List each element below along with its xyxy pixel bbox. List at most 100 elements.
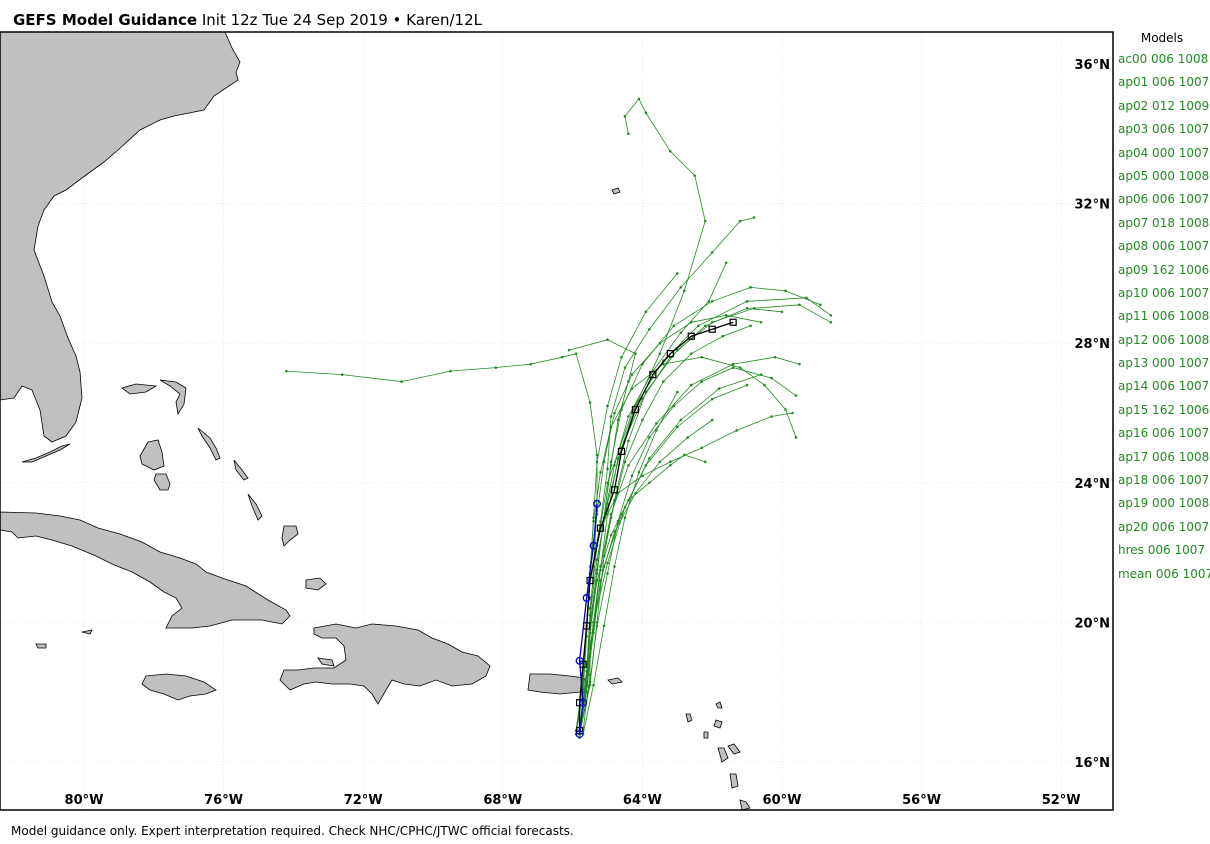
legend-entry: ap16 006 1007 xyxy=(1118,426,1210,441)
bermuda xyxy=(611,187,621,195)
ensemble-track-point xyxy=(449,369,452,373)
legend-entry: ap08 006 1007 xyxy=(1118,239,1210,254)
mean-track-marker xyxy=(666,350,674,358)
hres-track-marker xyxy=(593,499,601,508)
ensemble-track-point xyxy=(560,355,564,359)
ensemble-track-point xyxy=(595,558,599,561)
exuma xyxy=(233,459,249,481)
ensemble-track-point xyxy=(672,404,676,408)
ensemble-track-line xyxy=(579,286,821,731)
ensemble-track-point xyxy=(703,324,707,328)
ensemble-track-point xyxy=(693,174,697,177)
ensemble-track-point xyxy=(658,352,662,355)
ensemble-track-point xyxy=(602,624,606,628)
ensemble-track-point xyxy=(682,289,686,293)
legend-header: Models xyxy=(1140,31,1184,45)
lat-tick-label: 36°N xyxy=(1075,58,1110,73)
latitude-ticks: 36°N 32°N 28°N 24°N 20°N 16°N xyxy=(1075,58,1110,771)
ensemble-track-point xyxy=(613,464,616,467)
ensemble-track-point xyxy=(285,369,288,373)
hispaniola xyxy=(279,623,491,705)
legend-entry: ap09 162 1006 xyxy=(1118,262,1210,277)
mean-track-marker xyxy=(586,576,594,585)
ensemble-track-point xyxy=(689,352,693,355)
ensemble-track-point xyxy=(700,355,704,359)
ensemble-track-point xyxy=(595,568,599,572)
ensemble-track-point xyxy=(627,439,630,443)
disclaimer-footer: Model guidance only. Expert interpretati… xyxy=(11,824,574,838)
cuba xyxy=(0,511,291,629)
ensemble-track-point xyxy=(630,373,634,376)
lat-tick-label: 28°N xyxy=(1075,337,1110,352)
ensemble-track-point xyxy=(752,216,756,219)
ensemble-track-point xyxy=(592,683,595,687)
ensemble-track-point xyxy=(637,97,641,101)
inagua xyxy=(305,577,327,591)
ensemble-track-point xyxy=(648,481,651,485)
ensemble-track-point xyxy=(679,331,683,335)
ensemble-track-point xyxy=(669,460,672,464)
st-vincent xyxy=(739,799,751,810)
hres-track-marker xyxy=(582,594,591,602)
ensemble-track-point xyxy=(616,457,620,460)
ensemble-track-point xyxy=(745,300,749,303)
ensemble-track-point xyxy=(599,519,602,523)
ensemble-track-point xyxy=(623,516,627,519)
ensemble-track-point xyxy=(721,334,724,338)
legend-entry: ap12 006 1008 xyxy=(1118,332,1210,347)
ensemble-track-point xyxy=(745,383,749,387)
caicos xyxy=(281,525,299,547)
title-rest: Init 12z Tue 24 Sep 2019 • Karen/12L xyxy=(197,11,482,29)
ensemble-track-point xyxy=(724,313,728,317)
mean-track-marker xyxy=(631,405,640,414)
legend-entry: ap15 162 1006 xyxy=(1118,402,1210,417)
legend-entry: ap04 000 1007 xyxy=(1118,145,1210,160)
ensemble-track-point xyxy=(658,341,662,345)
ensemble-track-point xyxy=(581,680,585,684)
ensemble-track-point xyxy=(700,446,704,450)
hres-track-marker xyxy=(575,656,584,665)
ensemble-tracks xyxy=(285,97,833,739)
andros-south xyxy=(153,473,171,491)
mean-track-marker xyxy=(708,325,716,333)
ensemble-track-point xyxy=(595,624,599,628)
ensemble-track-point xyxy=(679,286,683,289)
ensemble-track-point xyxy=(609,464,613,467)
ensemble-track-point xyxy=(686,436,690,439)
florida-keys xyxy=(21,443,71,463)
ensemble-track-point xyxy=(627,415,630,418)
ensemble-track-point xyxy=(731,366,735,369)
ensemble-track-line xyxy=(579,262,727,735)
mean-track-marker xyxy=(610,486,619,494)
legend-entry: ap13 000 1007 xyxy=(1118,356,1210,371)
ensemble-track-line xyxy=(579,454,706,735)
ensemble-track-point xyxy=(745,307,749,310)
ensemble-track-point xyxy=(738,366,742,369)
ensemble-track-point xyxy=(620,355,623,359)
ensemble-track-point xyxy=(676,390,679,394)
ensemble-track-point xyxy=(641,474,644,478)
abaco xyxy=(159,379,187,416)
ensemble-track-point xyxy=(609,512,613,516)
legend-entry: ap05 000 1008 xyxy=(1118,168,1210,183)
ensemble-track-point xyxy=(630,387,634,390)
ensemble-track-point xyxy=(794,436,798,439)
ensemble-track-point xyxy=(791,411,794,415)
ensemble-track-point xyxy=(759,320,763,324)
ensemble-track-point xyxy=(588,631,592,635)
ensemble-track-point xyxy=(710,418,714,422)
lon-tick-label: 76°W xyxy=(204,793,243,808)
legend-entry: ap20 006 1007 xyxy=(1118,519,1210,534)
ensemble-track-point xyxy=(627,132,630,136)
lon-tick-label: 80°W xyxy=(65,793,104,808)
ensemble-track-point xyxy=(798,303,801,307)
ensemble-track-point xyxy=(613,530,616,533)
lon-tick-label: 52°W xyxy=(1042,793,1081,808)
lon-tick-label: 60°W xyxy=(763,793,802,808)
lat-tick-label: 16°N xyxy=(1075,756,1110,771)
ensemble-track-point xyxy=(637,471,641,474)
lat-tick-label: 32°N xyxy=(1075,198,1110,213)
ensemble-track-point xyxy=(627,464,630,467)
legend-entry: ap02 012 1009 xyxy=(1118,98,1210,113)
